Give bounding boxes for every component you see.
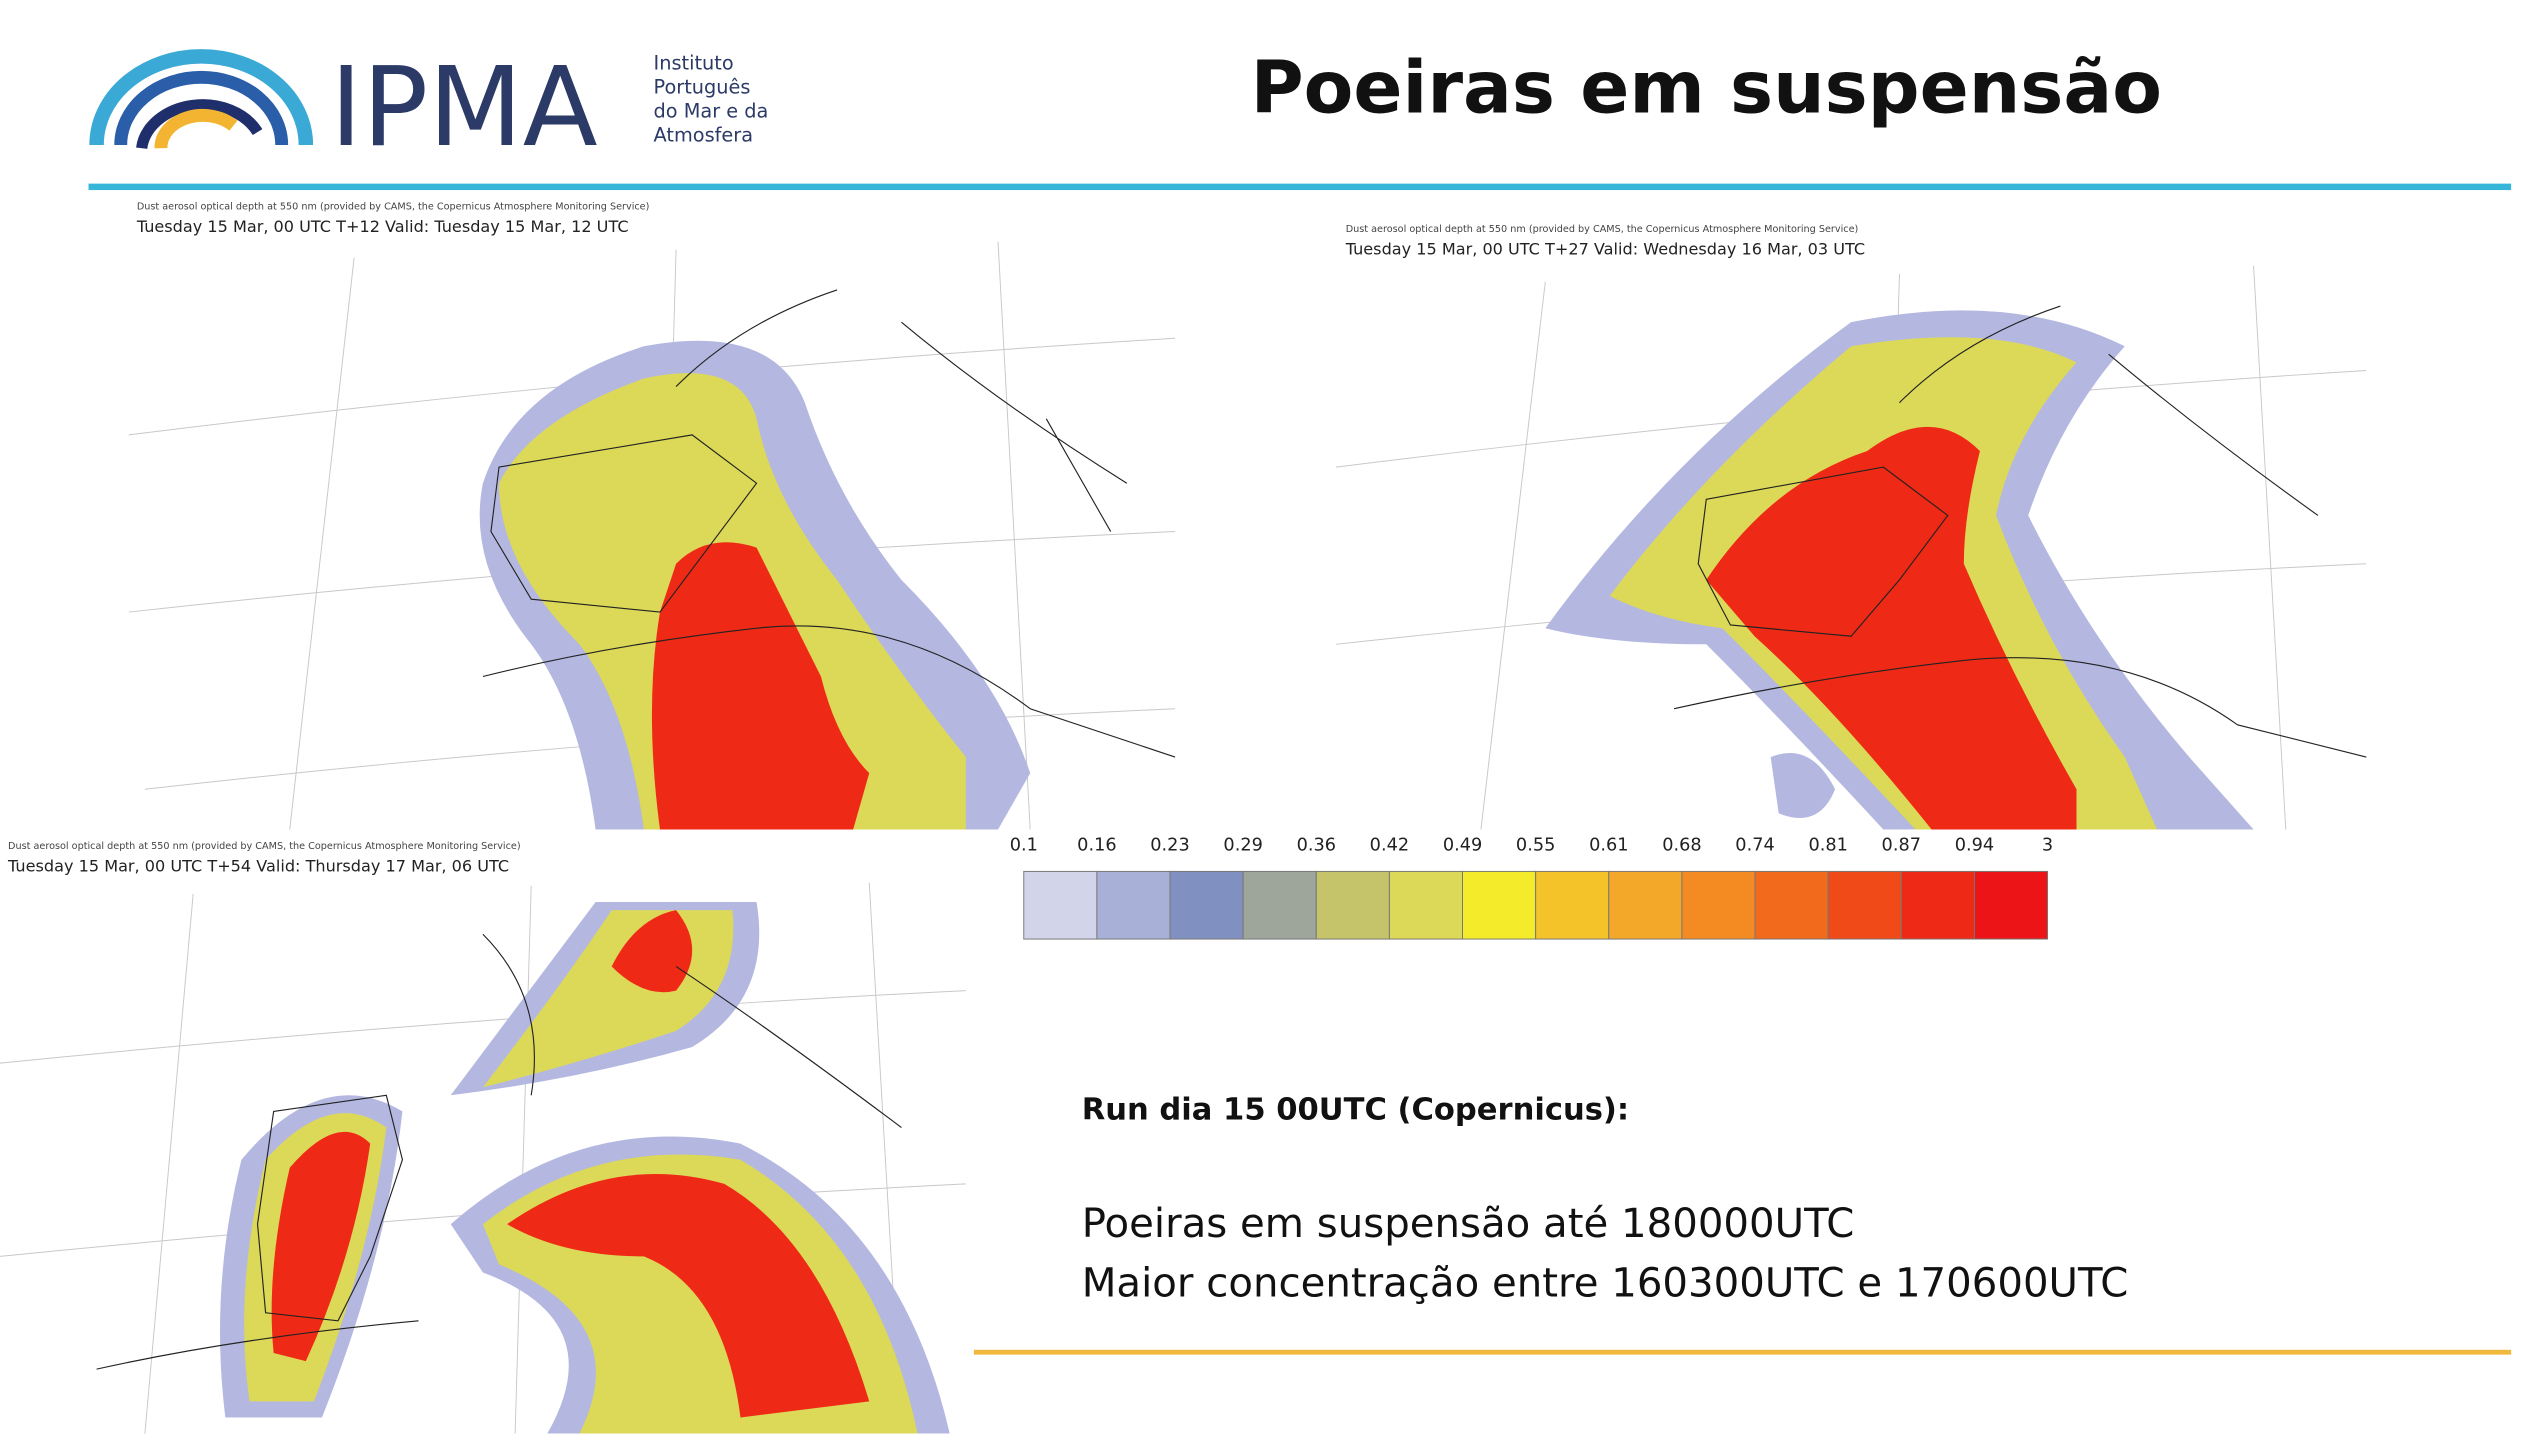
legend-swatch bbox=[1242, 870, 1317, 940]
legend-tick-label: 0.49 bbox=[1443, 835, 1482, 855]
map-source: Dust aerosol optical depth at 550 nm (pr… bbox=[8, 841, 521, 852]
legend-tick-label: 0.87 bbox=[1882, 835, 1921, 855]
notes-line: Maior concentração entre 160300UTC e 170… bbox=[1082, 1261, 2129, 1307]
legend-swatch bbox=[1169, 870, 1244, 940]
notes-heading: Run dia 15 00UTC (Copernicus): bbox=[1082, 1092, 1629, 1127]
legend-swatch bbox=[1900, 870, 1975, 940]
legend-swatch bbox=[1388, 870, 1464, 940]
dust-plume bbox=[1770, 753, 1836, 819]
dust-plume bbox=[1706, 426, 2077, 830]
legend-swatch bbox=[1608, 870, 1683, 940]
map-panel: Dust aerosol optical depth at 550 nm (pr… bbox=[0, 841, 966, 1434]
map-caption: Tuesday 15 Mar, 00 UTC T+27 Valid: Wedne… bbox=[1345, 239, 1865, 258]
legend-swatch bbox=[1023, 870, 1098, 940]
logo-text: IPMA bbox=[330, 43, 598, 171]
legend-tick-label: 3 bbox=[2042, 835, 2053, 855]
header-rule bbox=[88, 183, 2512, 191]
legend-tick-label: 0.23 bbox=[1150, 835, 1189, 855]
legend-tick-label: 0.55 bbox=[1516, 835, 1555, 855]
legend-swatch bbox=[1827, 870, 1902, 940]
slide-title: Poeiras em suspensão bbox=[1251, 47, 2162, 131]
legend-tick-label: 0.1 bbox=[1010, 835, 1038, 855]
map-source: Dust aerosol optical depth at 550 nm (pr… bbox=[1346, 224, 1859, 235]
notes-line: Poeiras em suspensão até 180000UTC bbox=[1082, 1201, 1855, 1247]
legend-swatch bbox=[1535, 870, 1610, 940]
institute-line: do Mar e da bbox=[654, 100, 769, 123]
legend-tick-label: 0.36 bbox=[1297, 835, 1336, 855]
footer-rule bbox=[973, 1349, 2512, 1355]
legend-tick-label: 0.61 bbox=[1589, 835, 1628, 855]
legend-swatch bbox=[1681, 870, 1756, 940]
logo-arc bbox=[136, 99, 263, 150]
color-legend: 0.1 0.16 0.23 0.29 0.36 0.42 0.49 0.55 0.61 0.68 0… bbox=[1010, 835, 2053, 940]
legend-tick-label: 0.68 bbox=[1662, 835, 1701, 855]
legend-swatch bbox=[1462, 870, 1537, 940]
logo: IPMA Instituto Português do Mar e da Atm… bbox=[89, 43, 769, 171]
dust-plume bbox=[651, 542, 870, 830]
legend-tick-label: 0.74 bbox=[1735, 835, 1774, 855]
coastline bbox=[96, 933, 902, 1370]
logo-arc bbox=[114, 70, 289, 146]
legend-swatch bbox=[1973, 870, 2049, 940]
coastline bbox=[482, 289, 1176, 758]
legend-swatch bbox=[1754, 870, 1829, 940]
legend-swatch bbox=[1315, 870, 1390, 940]
institute-line: Português bbox=[654, 75, 751, 98]
map-panel: Dust aerosol optical depth at 550 nm (pr… bbox=[1335, 224, 2367, 830]
map-caption: Tuesday 15 Mar, 00 UTC T+54 Valid: Thurs… bbox=[7, 856, 509, 875]
coastline bbox=[1673, 305, 2367, 758]
legend-tick-label: 0.42 bbox=[1370, 835, 1409, 855]
legend-tick-label: 0.81 bbox=[1808, 835, 1847, 855]
legend-tick-label: 0.16 bbox=[1077, 835, 1116, 855]
logo-arc bbox=[89, 49, 314, 146]
map-panel: Dust aerosol optical depth at 550 nm (pr… bbox=[128, 201, 1176, 830]
institute-line: Atmosfera bbox=[654, 124, 754, 147]
map-caption: Tuesday 15 Mar, 00 UTC T+12 Valid: Tuesd… bbox=[136, 217, 629, 236]
legend-tick-label: 0.94 bbox=[1955, 835, 1994, 855]
dust-plume bbox=[271, 910, 870, 1418]
logo-arc bbox=[154, 109, 238, 149]
legend-tick-label: 0.29 bbox=[1223, 835, 1262, 855]
map-source: Dust aerosol optical depth at 550 nm (pr… bbox=[137, 201, 650, 212]
legend-swatch bbox=[1096, 870, 1171, 940]
institute-line: Instituto bbox=[654, 51, 734, 74]
